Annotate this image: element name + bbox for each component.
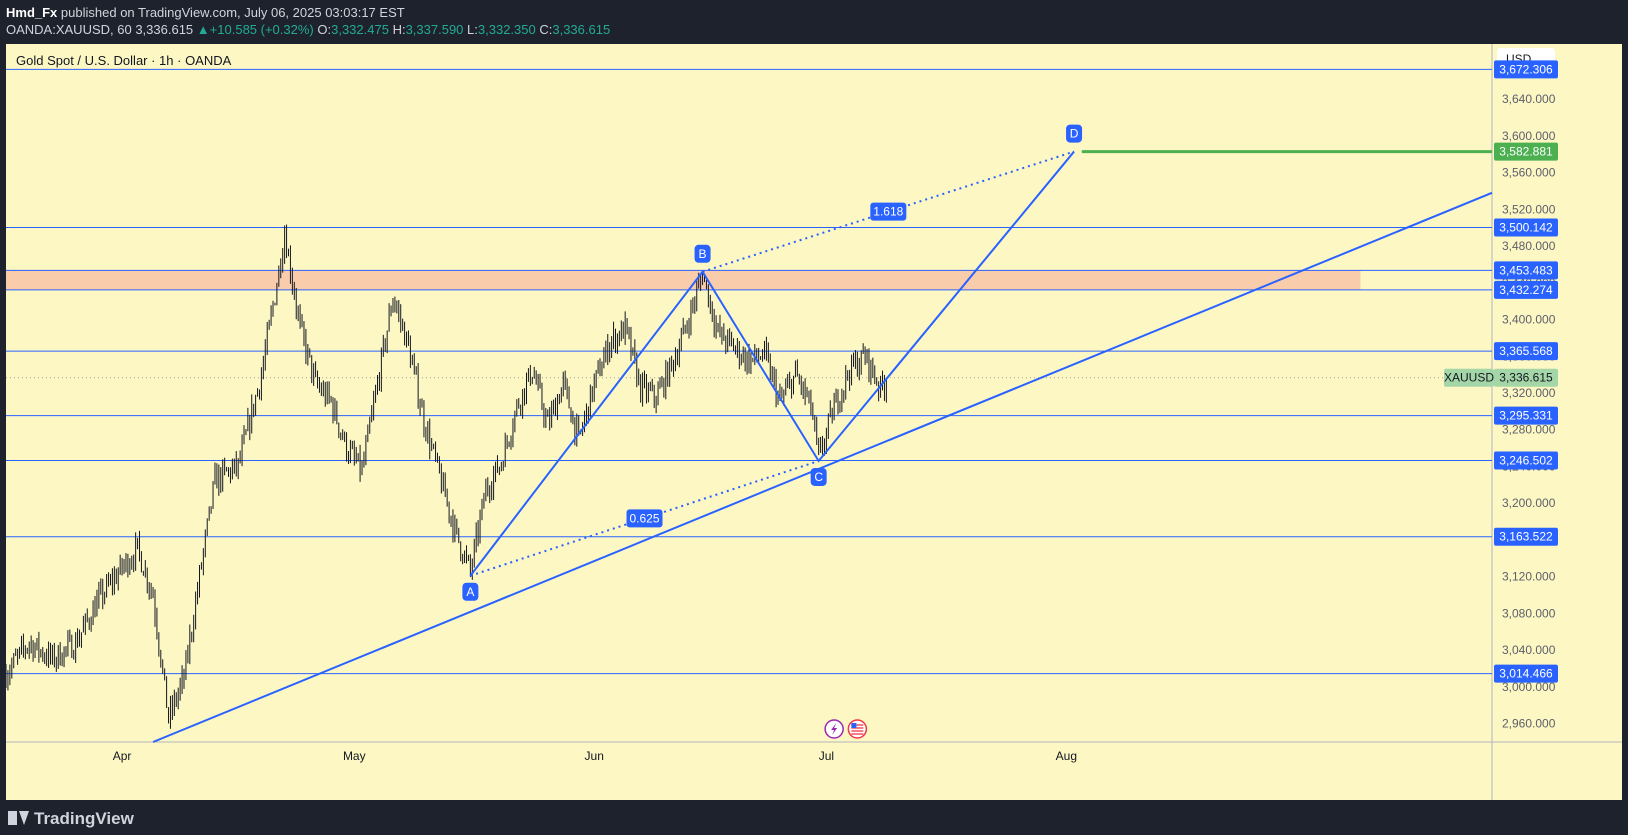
current-price-tag-label: 3,336.615 <box>1499 371 1553 385</box>
level-price-tag-box <box>1494 261 1558 280</box>
up-arrow-icon: ▲ <box>196 22 210 37</box>
high-value: 3,337.590 <box>405 22 464 37</box>
pattern-point-label: A <box>466 585 474 599</box>
price-tick-label: 2,960.000 <box>1502 717 1556 731</box>
chart-area[interactable]: 1.618 0.625 A B C D 2,960.000 3,000.000 3,040.0… <box>6 44 1622 800</box>
fib-ratio-dotted-line <box>702 150 1075 273</box>
pattern-point-badge <box>810 467 827 486</box>
fib-ratio-badge <box>626 509 663 528</box>
level-price-tag-box <box>1494 280 1558 299</box>
us-flag-event-icon <box>847 719 868 739</box>
fib-ratio-badge <box>870 202 907 221</box>
price-tags-layer: 3,672.306 3,500.142 3,453.483 3,432.274 3,36… <box>1444 60 1558 683</box>
chart-legend-title[interactable]: Gold Spot / U.S. Dollar · 1h · OANDA <box>16 53 232 68</box>
publish-info: Hmd_Fx published on TradingView.com, Jul… <box>6 5 405 20</box>
level-price-tag-label: 3,246.502 <box>1499 454 1553 468</box>
level-price-tag-label: 3,163.522 <box>1499 530 1553 544</box>
zone-layer <box>6 270 1361 290</box>
level-price-tag-label: 3,453.483 <box>1499 263 1553 277</box>
resistance-zone <box>6 270 1361 290</box>
level-price-tag-box <box>1494 218 1558 237</box>
published-text: published on TradingView.com, July 06, 2… <box>60 5 405 20</box>
price-tick-label: 3,000.000 <box>1502 680 1556 694</box>
level-price-tag-label: 3,672.306 <box>1499 62 1553 76</box>
price-tick-label: 3,040.000 <box>1502 643 1556 657</box>
pattern-point-label: D <box>1070 127 1079 141</box>
level-price-tag-label: 3,500.142 <box>1499 221 1553 235</box>
level-price-tag-box <box>1494 406 1558 425</box>
price-tick-label: 3,560.000 <box>1502 166 1556 180</box>
tradingview-logo[interactable]: TradingView <box>8 809 134 829</box>
grid-layer <box>6 44 1622 800</box>
symbol-tag-label: XAUUSD <box>1444 371 1494 385</box>
pattern-point-badge <box>462 582 479 601</box>
abcd-pattern-line <box>469 150 1075 577</box>
candles-layer <box>6 224 887 729</box>
levels-layer <box>6 68 1493 743</box>
pattern-point-label: B <box>699 247 707 261</box>
fib-ratio-label: 0.625 <box>630 511 660 525</box>
level-price-tag-label: 3,014.466 <box>1499 667 1553 681</box>
close-label: C: <box>539 22 553 37</box>
low-value: 3,332.350 <box>477 22 536 37</box>
level-price-tag-label: 3,295.331 <box>1499 409 1553 423</box>
footer: TradingView <box>0 800 1628 835</box>
price-tick-label: 3,520.000 <box>1502 202 1556 216</box>
time-tick-label: May <box>343 749 366 763</box>
price-tick-label: 3,600.000 <box>1502 129 1556 143</box>
price-tick-label: 3,640.000 <box>1502 92 1556 106</box>
symbol-interval[interactable]: OANDA:XAUUSD, 60 <box>6 22 132 37</box>
open-value: 3,332.475 <box>331 22 389 37</box>
pattern-point-badge <box>1066 124 1083 143</box>
price-chart[interactable]: 1.618 0.625 A B C D 2,960.000 3,000.000 3,040.0… <box>6 44 1622 800</box>
event-icons <box>824 719 868 739</box>
target-price-tag-label: 3,582.881 <box>1499 145 1553 159</box>
current-price-tag-box <box>1494 368 1558 387</box>
level-price-tag-box <box>1494 527 1558 546</box>
level-price-tag-label: 3,432.274 <box>1499 283 1553 297</box>
chart-header: Hmd_Fx published on TradingView.com, Jul… <box>0 0 1628 44</box>
level-price-tag-box <box>1494 342 1558 361</box>
drawings-layer: 1.618 0.625 A B C D <box>462 124 1083 601</box>
price-tick-label: 3,480.000 <box>1502 239 1556 253</box>
price-tick-label: 3,280.000 <box>1502 423 1556 437</box>
level-price-tag-box <box>1494 60 1558 79</box>
ascending-trendline <box>152 191 1493 743</box>
level-price-tag-label: 3,365.568 <box>1499 344 1553 358</box>
fib-ratio-dotted-line <box>470 460 819 577</box>
target-price-tag-box <box>1494 142 1558 161</box>
quote-line: OANDA:XAUUSD, 60 3,336.615 ▲+10.585 (+0.… <box>6 22 610 37</box>
close-value: 3,336.615 <box>552 22 611 37</box>
price-change: +10.585 (+0.32%) <box>209 22 314 37</box>
price-tick-label: 3,080.000 <box>1502 606 1556 620</box>
fib-ratio-label: 1.618 <box>873 205 903 219</box>
pattern-point-label: C <box>814 470 823 484</box>
brand-name: TradingView <box>34 809 134 828</box>
time-tick-label: Aug <box>1056 749 1077 763</box>
last-price: 3,336.615 <box>135 22 194 37</box>
time-tick-label: Apr <box>113 749 132 763</box>
open-label: O: <box>317 22 332 37</box>
time-axis: Apr May Jun Jul Aug <box>113 749 1077 763</box>
level-price-tag-box <box>1494 451 1558 470</box>
high-label: H: <box>392 22 406 37</box>
price-tick-label: 3,200.000 <box>1502 496 1556 510</box>
price-tick-label: 3,320.000 <box>1502 386 1556 400</box>
time-tick-label: Jun <box>585 749 604 763</box>
us-flag-canton <box>851 723 857 728</box>
author-name[interactable]: Hmd_Fx <box>6 5 58 20</box>
symbol-tag-box <box>1444 368 1494 387</box>
time-tick-label: Jul <box>819 749 834 763</box>
low-label: L: <box>467 22 478 37</box>
level-price-tag-box <box>1494 664 1558 683</box>
price-tick-label: 3,400.000 <box>1502 313 1556 327</box>
lightning-icon-glyph <box>831 723 838 735</box>
price-tick-label: 3,120.000 <box>1502 570 1556 584</box>
tradingview-logo-icon <box>8 811 30 825</box>
pattern-point-badge <box>694 244 711 263</box>
